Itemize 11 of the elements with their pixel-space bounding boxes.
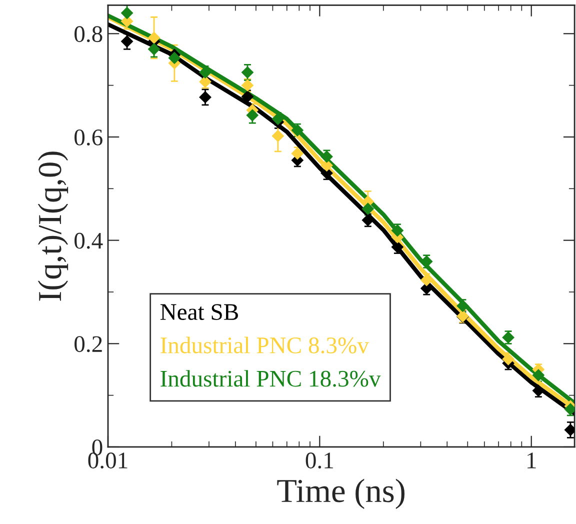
y-tick-label: 0.6 — [74, 129, 102, 146]
x-tick-label: 0.1 — [306, 452, 334, 469]
y-axis-title: I(q,t)/I(q,0) — [38, 152, 68, 301]
y-tick-label: 0.2 — [74, 336, 102, 352]
text: Industrial PNC 8.3%v — [160, 336, 369, 354]
text: Neat SB — [160, 304, 238, 320]
x-axis-title: Time (ns) — [277, 478, 404, 510]
y-tick-label: 0.4 — [74, 232, 103, 249]
text: Industrial PNC 18.3%v — [160, 370, 381, 387]
y-tick-label: 0.8 — [74, 26, 102, 42]
x-tick-label: 1 — [528, 452, 536, 468]
